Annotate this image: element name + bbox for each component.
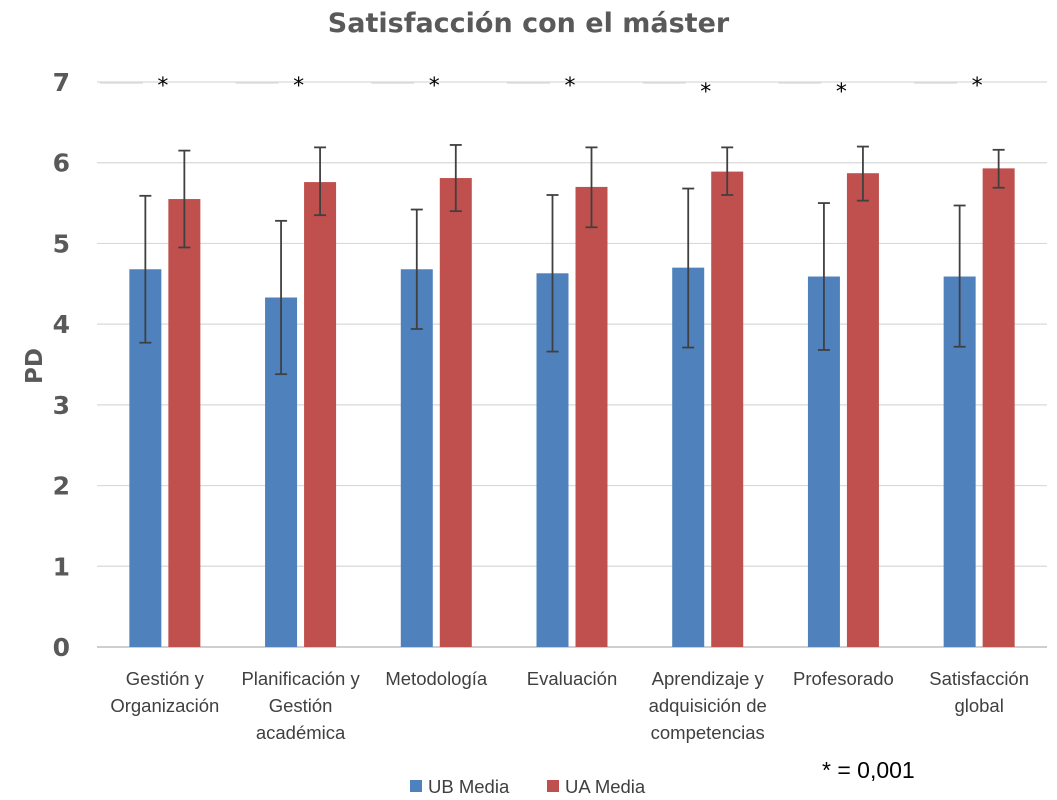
y-axis-ticks: 0 1 2 3 4 5 6 7: [53, 68, 70, 662]
bars: [129, 168, 1015, 648]
significance-star: *: [157, 74, 168, 99]
y-tick-label: 4: [53, 310, 70, 339]
x-tick-label: Metodología: [385, 668, 488, 689]
y-tick-label: 3: [53, 391, 70, 420]
bar-ua-media: [575, 186, 608, 647]
x-tick-label: Satisfacción: [929, 668, 1029, 689]
y-tick-label: 5: [53, 229, 70, 258]
significance-star: *: [700, 80, 711, 105]
bar-ua-media: [982, 168, 1015, 647]
significance-marks: * * * * * * *: [157, 74, 982, 105]
gridlines: [97, 81, 1047, 648]
significance-star: *: [972, 74, 983, 99]
y-tick-label: 2: [53, 472, 70, 501]
legend: UB Media UA Media: [410, 776, 646, 797]
x-axis-ticks: Gestión y Organización Planificación y Gest…: [110, 668, 1029, 743]
legend-entry: UB Media: [428, 776, 510, 797]
x-tick-label: adquisición de: [649, 695, 767, 716]
x-tick-label: Profesorado: [793, 668, 894, 689]
x-tick-label: Organización: [110, 695, 219, 716]
y-tick-label: 7: [53, 68, 70, 97]
x-tick-label: competencias: [651, 722, 765, 743]
x-tick-label: académica: [256, 722, 346, 743]
chart-title: Satisfacción con el máster: [327, 8, 730, 39]
bar-ua-media: [439, 178, 472, 648]
significance-star: *: [293, 74, 304, 99]
x-tick-label: Evaluación: [527, 668, 618, 689]
bar-ub-media: [400, 269, 433, 647]
x-tick-label: Planificación y: [241, 668, 360, 689]
significance-star: *: [836, 80, 847, 105]
significance-note: * = 0,001: [822, 757, 915, 783]
error-bars: [139, 144, 1005, 376]
significance-star: *: [429, 74, 440, 99]
y-tick-label: 6: [53, 149, 70, 178]
bar-ua-media: [711, 171, 744, 648]
legend-swatch: [547, 780, 559, 792]
bar-ua-media: [168, 199, 201, 648]
y-axis-label: PD: [22, 348, 48, 384]
x-tick-label: Gestión y: [126, 668, 205, 689]
x-tick-label: Aprendizaje y: [652, 668, 765, 689]
significance-star: *: [565, 74, 576, 99]
y-tick-label: 1: [53, 552, 70, 581]
bar-ua-media: [846, 173, 879, 647]
bar-ua-media: [304, 182, 337, 648]
y-tick-label: 0: [53, 633, 70, 662]
legend-swatch: [410, 780, 422, 792]
x-tick-label: Gestión: [269, 695, 333, 716]
legend-entry: UA Media: [565, 776, 646, 797]
x-tick-label: global: [954, 695, 1003, 716]
